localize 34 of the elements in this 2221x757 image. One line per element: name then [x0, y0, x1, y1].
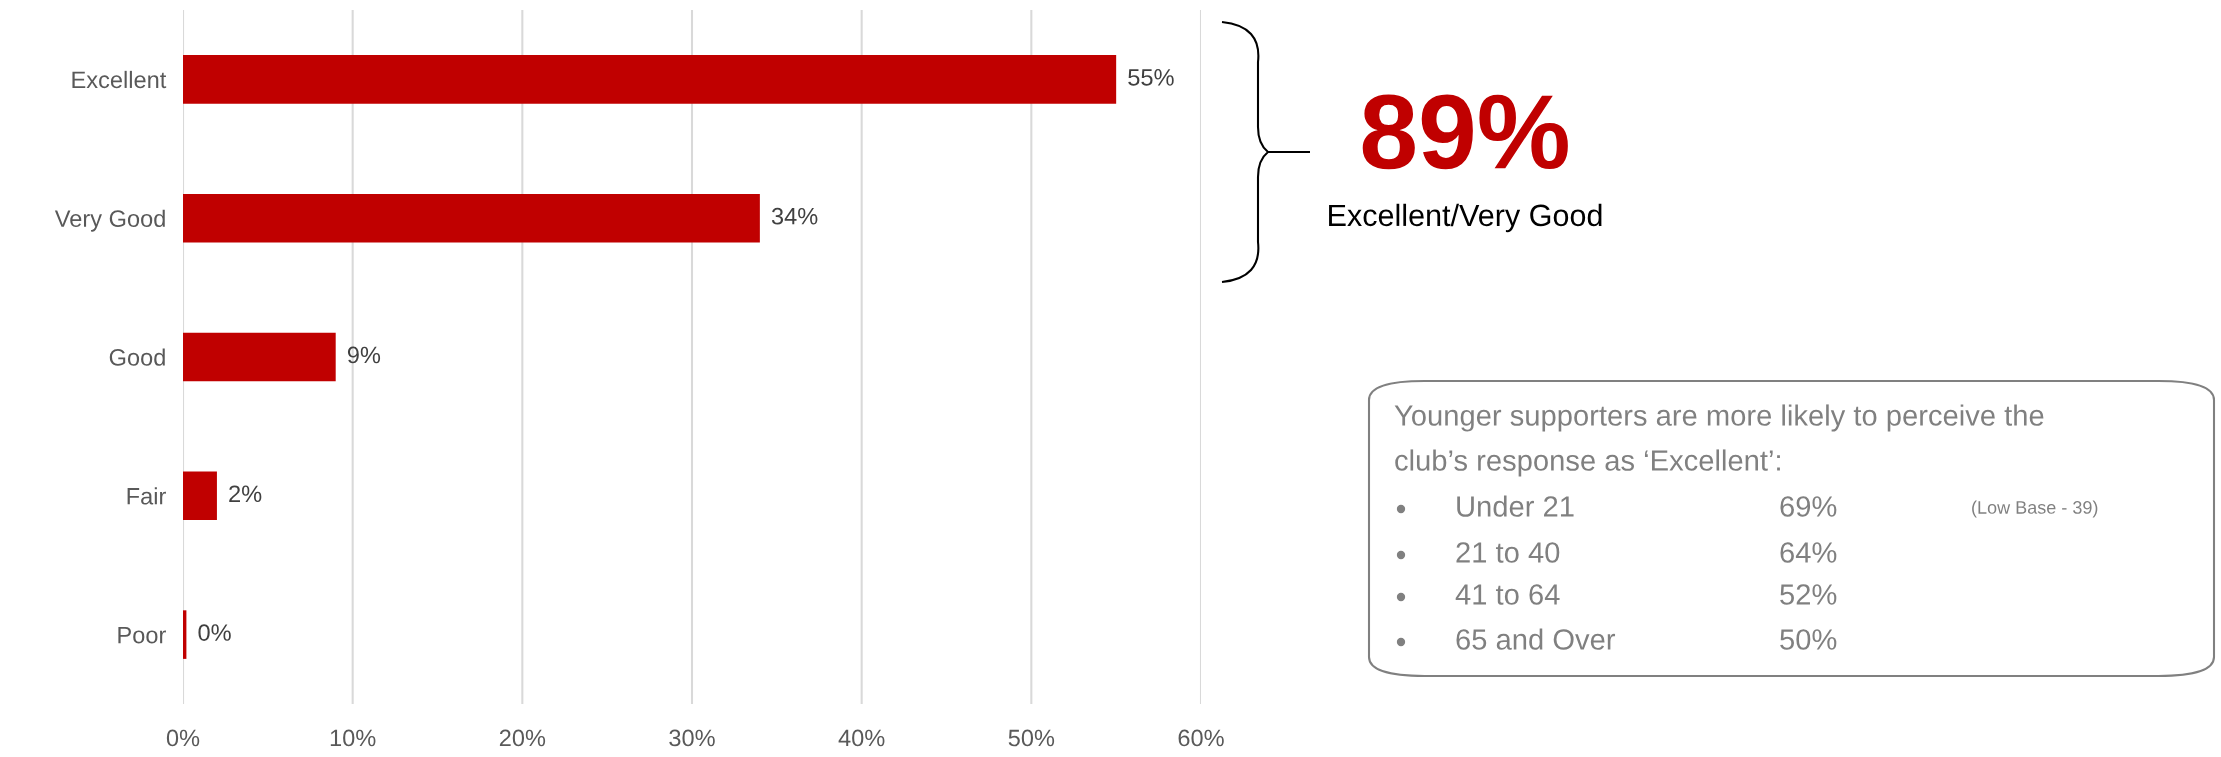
- text: 21 to 40: [1456, 542, 1560, 563]
- text: 41 to 64: [1455, 584, 1560, 605]
- text: club’s response as ‘Excellent’:: [1395, 449, 1780, 477]
- text: 52%: [1780, 584, 1837, 605]
- data-label: 34%: [771, 207, 818, 225]
- x-tick-label: 20%: [499, 729, 546, 747]
- data-label: 9%: [347, 346, 381, 364]
- text: 65 and Over: [1456, 628, 1616, 650]
- bar: [183, 193, 760, 243]
- text: Under 21: [1457, 495, 1574, 517]
- text: Excellent/Very Good: [1329, 203, 1602, 233]
- data-label: 55%: [1128, 69, 1174, 86]
- text: 69%: [1780, 496, 1837, 517]
- data-label: 0%: [198, 624, 231, 641]
- y-tick-label: Poor: [118, 626, 166, 644]
- text: (Low Base - 39): [1972, 500, 2098, 518]
- x-tick-label: 0%: [166, 729, 200, 747]
- text: 89%: [1362, 94, 1568, 170]
- y-tick-label: Fair: [127, 487, 166, 505]
- x-tick-label: 60%: [1178, 729, 1224, 747]
- text: 50%: [1780, 629, 1837, 650]
- bar: [183, 332, 336, 382]
- x-tick-label: 10%: [330, 729, 376, 747]
- text: Younger supporters are more likely to perceive the: [1394, 404, 2044, 432]
- data-label: 2%: [229, 485, 262, 503]
- x-tick-label: 30%: [669, 729, 715, 747]
- y-tick-label: Good: [109, 348, 165, 366]
- text: 64%: [1780, 542, 1837, 563]
- x-tick-label: 50%: [1008, 729, 1055, 747]
- bar: [183, 471, 217, 521]
- bar: [183, 55, 1117, 104]
- y-tick-label: Very Good: [54, 209, 165, 232]
- x-tick-label: 40%: [838, 729, 885, 747]
- y-tick-label: Excellent: [72, 70, 167, 89]
